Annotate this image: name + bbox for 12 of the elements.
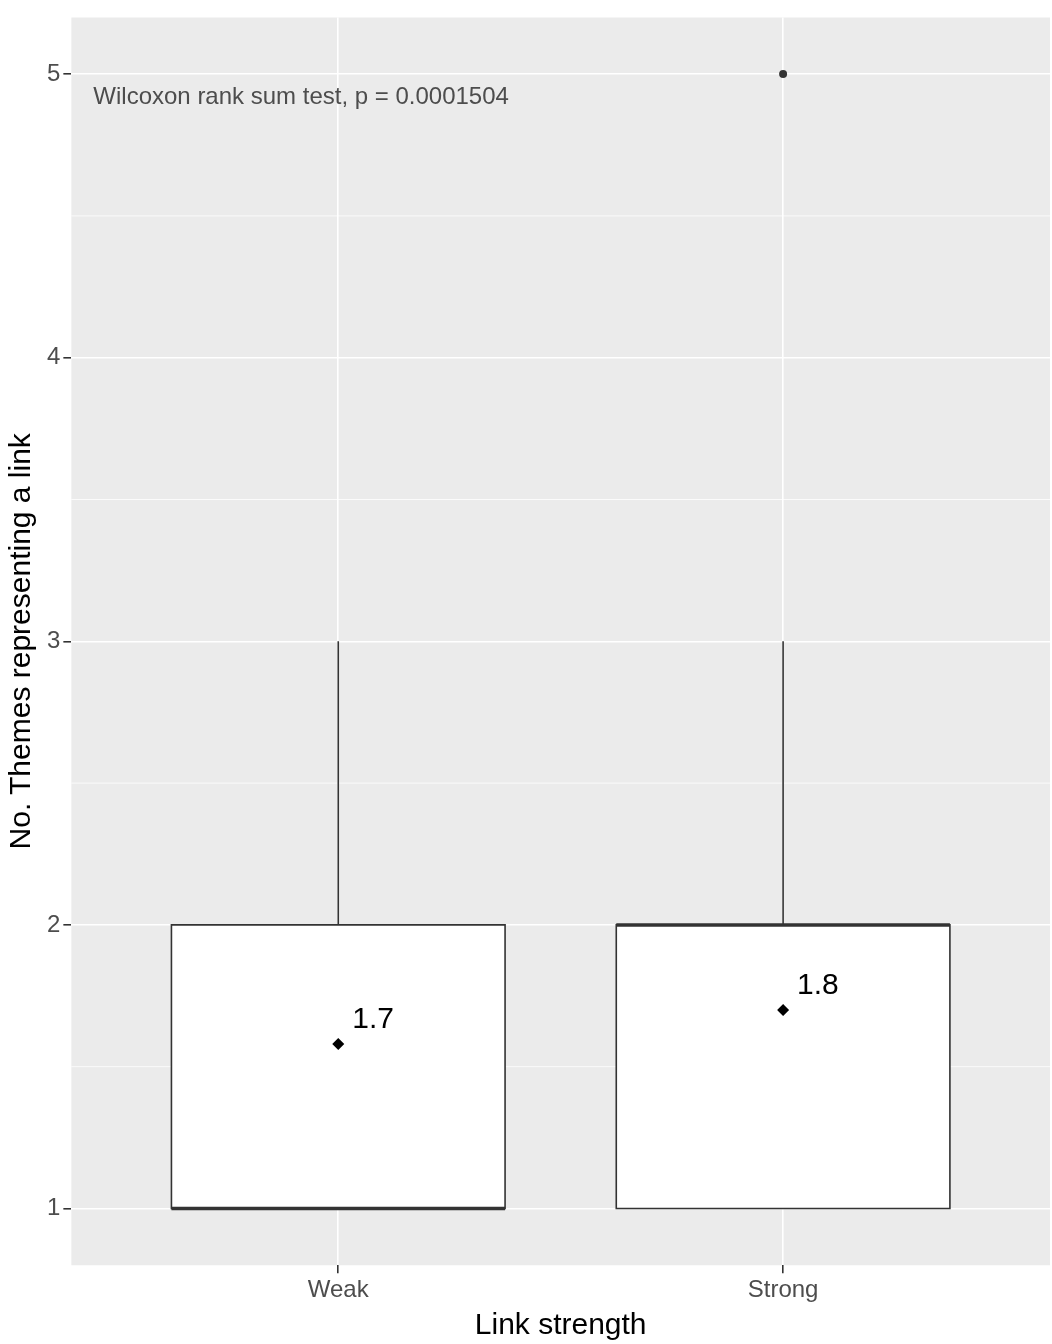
y-tick-label: 3: [46, 625, 61, 653]
x-tick-label: Strong: [747, 1275, 819, 1303]
annotation: 1.7: [352, 1001, 394, 1035]
y-tick-label: 2: [46, 909, 61, 937]
y-tick-label: 1: [46, 1193, 61, 1221]
x-axis-title: Link strength: [474, 1307, 647, 1341]
y-axis-title: No. Themes representing a link: [3, 432, 37, 850]
x-tick-label: Weak: [307, 1275, 370, 1303]
y-tick-label: 5: [46, 58, 61, 86]
annotation: 1.8: [797, 967, 839, 1001]
annotation: Wilcoxon rank sum test, p = 0.0001504: [93, 82, 509, 110]
y-tick-label: 4: [46, 342, 61, 370]
